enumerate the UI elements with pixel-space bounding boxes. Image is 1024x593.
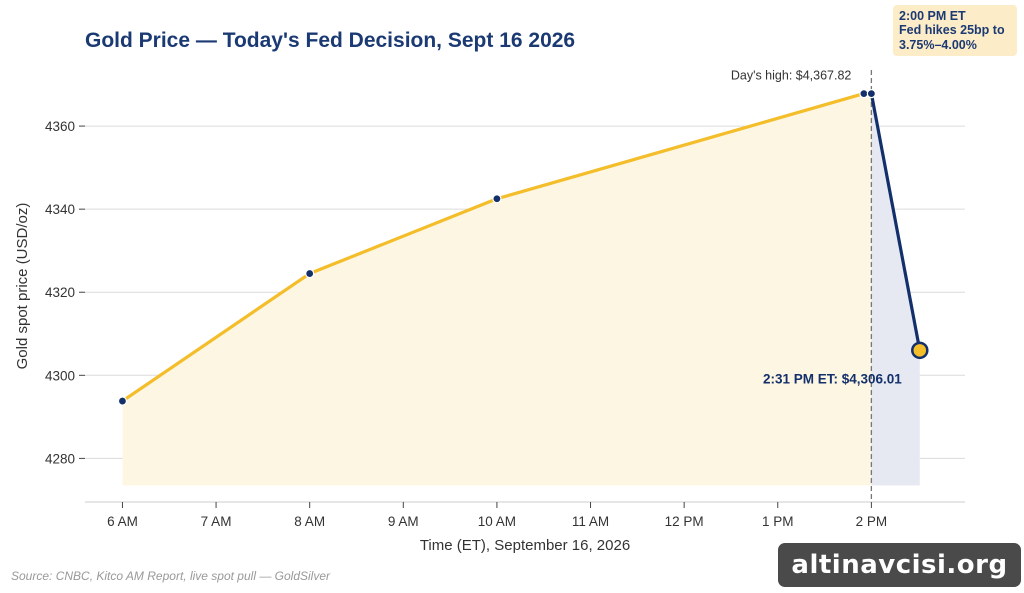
post-decision-line <box>869 93 922 351</box>
x-tick-label: 10 AM <box>478 514 516 529</box>
x-tick-label: 8 AM <box>294 514 325 529</box>
day-high-label: Day's high: $4,367.82 <box>731 69 852 83</box>
axis-layer: 4280 4300 4320 4340 4360 6 AM 7 AM 8 AM 9 AM 10 A… <box>14 119 965 554</box>
fill-layer <box>122 93 920 486</box>
latest-price-label: 2:31 PM ET: $4,306.01 <box>763 371 902 386</box>
x-tick-label: 11 AM <box>572 514 609 529</box>
x-axis-label: Time (ET), September 16, 2026 <box>420 537 630 554</box>
fed-annotation-box: 2:00 PM ET Fed hikes 25bp to 3.75%–4.00% <box>893 5 1017 57</box>
y-tick-label: 4340 <box>45 202 75 217</box>
y-tick-label: 4360 <box>45 119 75 134</box>
x-tick-label: 1 PM <box>762 514 794 529</box>
x-tick-label: 2 PM <box>856 514 888 529</box>
x-tick-label: 9 AM <box>388 514 419 529</box>
price-point <box>117 396 128 406</box>
price-point <box>859 88 869 99</box>
source-note: Source: CNBC, Kitco AM Report, live spot… <box>11 569 331 583</box>
x-tick-label: 6 AM <box>107 514 138 529</box>
x-tick-label: 12 PM <box>665 514 704 529</box>
x-tick-label: 7 AM <box>201 514 232 529</box>
y-axis-label: Gold spot price (USD/oz) <box>14 203 31 370</box>
annotation-line-2: Fed hikes 25bp to <box>899 23 1005 38</box>
price-point <box>492 194 502 204</box>
y-tick-label: 4280 <box>45 451 75 466</box>
pre-decision-area <box>122 93 872 486</box>
y-tick-label: 4320 <box>45 285 75 300</box>
label-layer: Day's high: $4,367.82 2:31 PM ET: $4,306.… <box>731 69 902 387</box>
line-layer <box>117 70 929 502</box>
annotation-line-1: 2:00 PM ET <box>899 9 966 23</box>
y-tick-label: 4300 <box>45 368 75 383</box>
latest-price-point <box>911 341 929 360</box>
price-point <box>305 268 315 279</box>
watermark-logo: altinavcisi.org <box>778 543 1021 587</box>
post-decision-area <box>871 93 920 486</box>
chart-title: Gold Price — Today's Fed Decision, Sept … <box>85 29 576 52</box>
price-point <box>866 88 876 99</box>
annotation-line-3: 3.75%–4.00% <box>899 37 977 52</box>
